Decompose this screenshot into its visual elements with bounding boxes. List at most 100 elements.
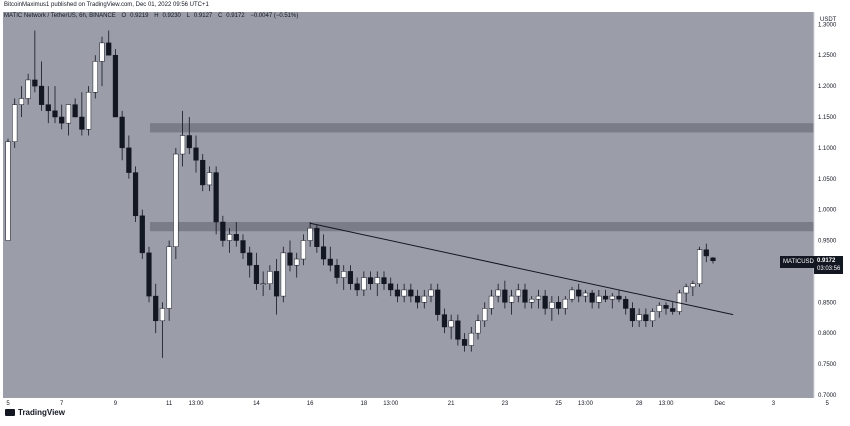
candle-down xyxy=(314,227,320,247)
candle-up xyxy=(307,227,313,241)
candle-up xyxy=(448,320,454,328)
symbol-name[interactable]: MATIC Network / TetherUS, 6h, BINANCE xyxy=(4,13,116,19)
candle-down xyxy=(119,116,125,149)
candle-down xyxy=(79,116,85,130)
candle-down xyxy=(354,283,360,291)
resistance-zone xyxy=(150,221,814,232)
candle-down xyxy=(240,240,246,254)
candle-down xyxy=(602,295,609,300)
x-tick-label: 5 xyxy=(825,401,829,407)
y-tick-label: 0.9500 xyxy=(818,239,837,245)
candle-down xyxy=(616,295,622,300)
candle-up xyxy=(582,292,589,297)
x-tick-label: 28 xyxy=(636,401,643,407)
x-tick-label: 5 xyxy=(6,401,10,407)
candle-down xyxy=(200,159,206,186)
candle-up xyxy=(696,249,703,284)
candle-up xyxy=(226,234,233,241)
candle-down xyxy=(186,135,192,149)
y-tick-label: 1.1000 xyxy=(818,146,837,152)
candle-down xyxy=(663,305,669,309)
candle-down xyxy=(367,277,374,284)
candle-down xyxy=(388,283,394,291)
candle-up xyxy=(690,283,696,288)
candle-down xyxy=(670,308,676,312)
candle-down xyxy=(441,314,448,328)
candle-down xyxy=(112,54,119,118)
candle-up xyxy=(649,311,656,322)
close-label: C xyxy=(217,13,223,19)
candle-up xyxy=(361,277,367,291)
candle-down xyxy=(629,308,636,322)
candle-down xyxy=(273,271,280,297)
candle-down xyxy=(334,264,340,278)
candle-down xyxy=(576,289,582,297)
candle-down xyxy=(126,147,132,173)
high-label: H xyxy=(154,13,159,19)
candle-down xyxy=(381,277,387,284)
candle-up xyxy=(5,141,11,241)
candle-down xyxy=(347,271,354,284)
candle-up xyxy=(92,61,98,93)
candle-up xyxy=(482,308,488,322)
candle-up xyxy=(260,283,266,285)
candle-up xyxy=(280,252,286,297)
x-tick-label: 14 xyxy=(253,401,260,407)
y-tick-label: 1.3000 xyxy=(818,22,837,28)
candle-down xyxy=(394,289,401,297)
candle-up xyxy=(495,289,501,297)
candle-down xyxy=(193,147,199,161)
candle-down xyxy=(220,221,226,241)
currency-label: USDT xyxy=(820,17,837,23)
candle-up xyxy=(535,295,542,300)
candle-up xyxy=(300,240,307,260)
candle-down xyxy=(45,104,51,112)
y-tick-label: 1.2500 xyxy=(818,53,837,59)
high-value: 0.9230 xyxy=(162,13,181,19)
candle-down xyxy=(213,172,219,223)
candle-down xyxy=(132,172,139,217)
candle-up xyxy=(206,172,213,186)
change-value: −0.0047 (−0.51%) xyxy=(250,13,299,19)
candle-down xyxy=(408,289,414,297)
publisher-text: BitcoinMaximus1 published on TradingView… xyxy=(4,2,209,8)
y-tick-label: 0.7500 xyxy=(818,362,837,368)
candle-down xyxy=(146,252,152,297)
open-value: 0.9219 xyxy=(130,13,149,19)
tradingview-logo[interactable]: TradingView xyxy=(5,408,65,417)
candle-down xyxy=(710,257,716,262)
plot-background xyxy=(3,12,814,398)
resistance-zone xyxy=(150,123,814,133)
candle-down xyxy=(327,258,333,266)
candle-up xyxy=(25,79,31,99)
candle-down xyxy=(623,298,629,309)
candle-up xyxy=(428,289,434,297)
candle-down xyxy=(287,252,293,266)
candle-down xyxy=(542,295,548,309)
candle-up xyxy=(508,295,515,303)
candle-up xyxy=(488,295,495,309)
candle-down xyxy=(38,85,45,105)
candle-up xyxy=(636,314,642,322)
candle-up xyxy=(529,298,535,303)
x-tick-label: 13:00 xyxy=(658,401,674,407)
candle-up xyxy=(549,302,555,309)
candle-up xyxy=(468,332,474,346)
candle-up xyxy=(569,289,575,300)
x-tick-label: 7 xyxy=(60,401,64,407)
close-value: 0.9172 xyxy=(226,13,245,19)
x-tick-label: 23 xyxy=(502,401,509,407)
candle-down xyxy=(522,289,528,303)
candle-down xyxy=(320,246,327,260)
x-tick-label: 9 xyxy=(114,401,118,407)
last-price-tag: MATICUSDT xyxy=(780,256,821,268)
candle-down xyxy=(247,252,253,266)
candle-up xyxy=(656,305,662,312)
candle-down xyxy=(643,314,649,322)
candle-up xyxy=(421,295,427,303)
x-tick-label: 16 xyxy=(307,401,314,407)
candle-down xyxy=(455,320,461,340)
